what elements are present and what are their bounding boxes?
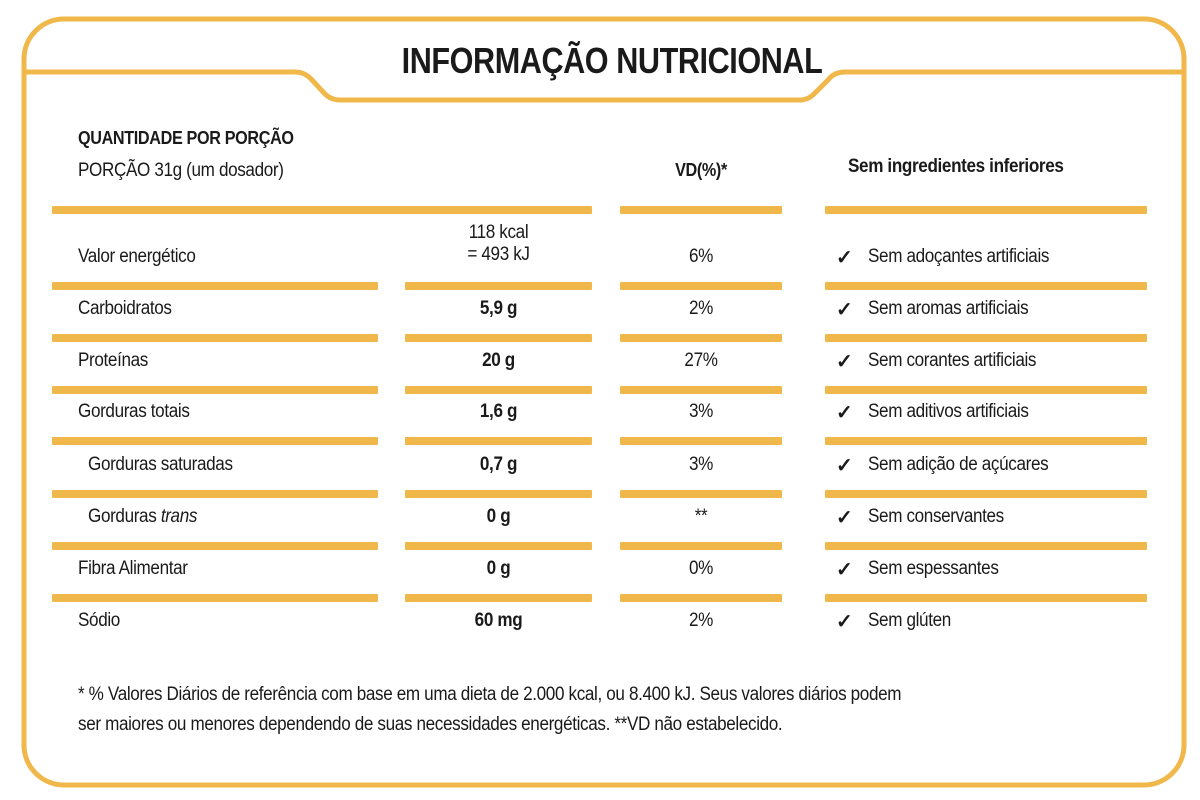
nutrient-value: 0,7 g bbox=[479, 454, 518, 475]
divider bbox=[405, 386, 592, 394]
nutrient-vd: ** bbox=[694, 506, 708, 527]
divider bbox=[825, 594, 1147, 602]
divider bbox=[825, 334, 1147, 342]
quantity-label: QUANTIDADE POR PORÇÃO bbox=[78, 128, 294, 148]
free-from-item: Sem conservantes bbox=[868, 506, 1004, 527]
check-icon: ✓ bbox=[836, 247, 853, 269]
nutrient-name: Gorduras saturadas bbox=[88, 454, 233, 475]
nutrient-name: Gorduras totais bbox=[78, 401, 190, 422]
footnote-line-2: ser maiores ou menores dependendo de sua… bbox=[78, 714, 783, 735]
nutrient-value: 20 g bbox=[482, 350, 515, 371]
free-from-item: Sem corantes artificiais bbox=[868, 350, 1037, 371]
divider bbox=[52, 594, 378, 602]
free-from-item: Sem adição de açúcares bbox=[868, 454, 1049, 475]
check-icon: ✓ bbox=[836, 351, 853, 373]
divider bbox=[52, 490, 378, 498]
check-icon: ✓ bbox=[836, 455, 853, 477]
divider bbox=[52, 437, 378, 445]
check-icon: ✓ bbox=[836, 299, 853, 321]
divider bbox=[620, 594, 782, 602]
nutrient-name: Fibra Alimentar bbox=[78, 558, 188, 579]
free-from-item: Sem aromas artificiais bbox=[868, 298, 1029, 319]
free-from-item: Sem adoçantes artificiais bbox=[868, 246, 1050, 267]
divider bbox=[825, 282, 1147, 290]
nutrient-vd: 0% bbox=[688, 558, 713, 579]
check-icon: ✓ bbox=[836, 402, 853, 424]
divider bbox=[825, 437, 1147, 445]
nutrient-value-kcal: 118 kcal bbox=[468, 222, 529, 243]
check-icon: ✓ bbox=[836, 611, 853, 633]
check-icon: ✓ bbox=[836, 559, 853, 581]
nutrient-vd: 3% bbox=[688, 401, 713, 422]
serving-size: PORÇÃO 31g (um dosador) bbox=[78, 160, 284, 181]
divider bbox=[620, 386, 782, 394]
divider bbox=[405, 594, 592, 602]
divider bbox=[405, 542, 592, 550]
free-from-item: Sem espessantes bbox=[868, 558, 999, 579]
nutrient-value: 0 g bbox=[486, 558, 511, 579]
page-title: INFORMAÇÃO NUTRICIONAL bbox=[401, 40, 823, 81]
nutrient-vd: 2% bbox=[688, 610, 713, 631]
divider bbox=[52, 334, 378, 342]
divider bbox=[405, 490, 592, 498]
vd-header: VD(%)* bbox=[675, 160, 727, 180]
nutrient-vd: 27% bbox=[684, 350, 718, 371]
nutrient-name: Gorduras trans bbox=[88, 506, 197, 528]
free-from-item: Sem glúten bbox=[868, 610, 951, 631]
nutrient-value: 0 g bbox=[486, 506, 511, 527]
nutrient-vd: 3% bbox=[688, 454, 713, 475]
divider bbox=[620, 542, 782, 550]
nutrient-value-kj: = 493 kJ bbox=[467, 244, 530, 265]
divider bbox=[620, 334, 782, 342]
divider bbox=[52, 206, 592, 214]
footnote-line-1: * % Valores Diários de referência com ba… bbox=[78, 684, 902, 705]
check-icon: ✓ bbox=[836, 507, 853, 529]
free-from-item: Sem aditivos artificiais bbox=[868, 401, 1029, 422]
divider bbox=[52, 282, 378, 290]
divider bbox=[405, 334, 592, 342]
free-from-title: Sem ingredientes inferiores bbox=[848, 156, 1064, 177]
divider bbox=[620, 282, 782, 290]
nutrient-name: Valor energético bbox=[78, 246, 196, 267]
nutrient-value: 1,6 g bbox=[479, 401, 518, 422]
nutrient-name: Carboidratos bbox=[78, 298, 172, 319]
divider bbox=[52, 542, 378, 550]
divider bbox=[620, 490, 782, 498]
divider bbox=[620, 206, 782, 214]
nutrient-vd: 6% bbox=[688, 246, 713, 267]
divider bbox=[52, 386, 378, 394]
nutrient-name-italic: trans bbox=[160, 506, 198, 527]
nutrient-vd: 2% bbox=[688, 298, 713, 319]
nutrient-value: 5,9 g bbox=[479, 298, 518, 319]
nutrient-value: 60 mg bbox=[474, 610, 523, 631]
nutrient-name: Sódio bbox=[78, 610, 120, 631]
divider bbox=[825, 490, 1147, 498]
nutrient-name-text: Gorduras bbox=[88, 506, 157, 527]
divider bbox=[620, 437, 782, 445]
divider bbox=[825, 206, 1147, 214]
divider bbox=[825, 386, 1147, 394]
divider bbox=[405, 437, 592, 445]
divider bbox=[405, 282, 592, 290]
divider bbox=[825, 542, 1147, 550]
nutrient-name: Proteínas bbox=[78, 350, 148, 371]
